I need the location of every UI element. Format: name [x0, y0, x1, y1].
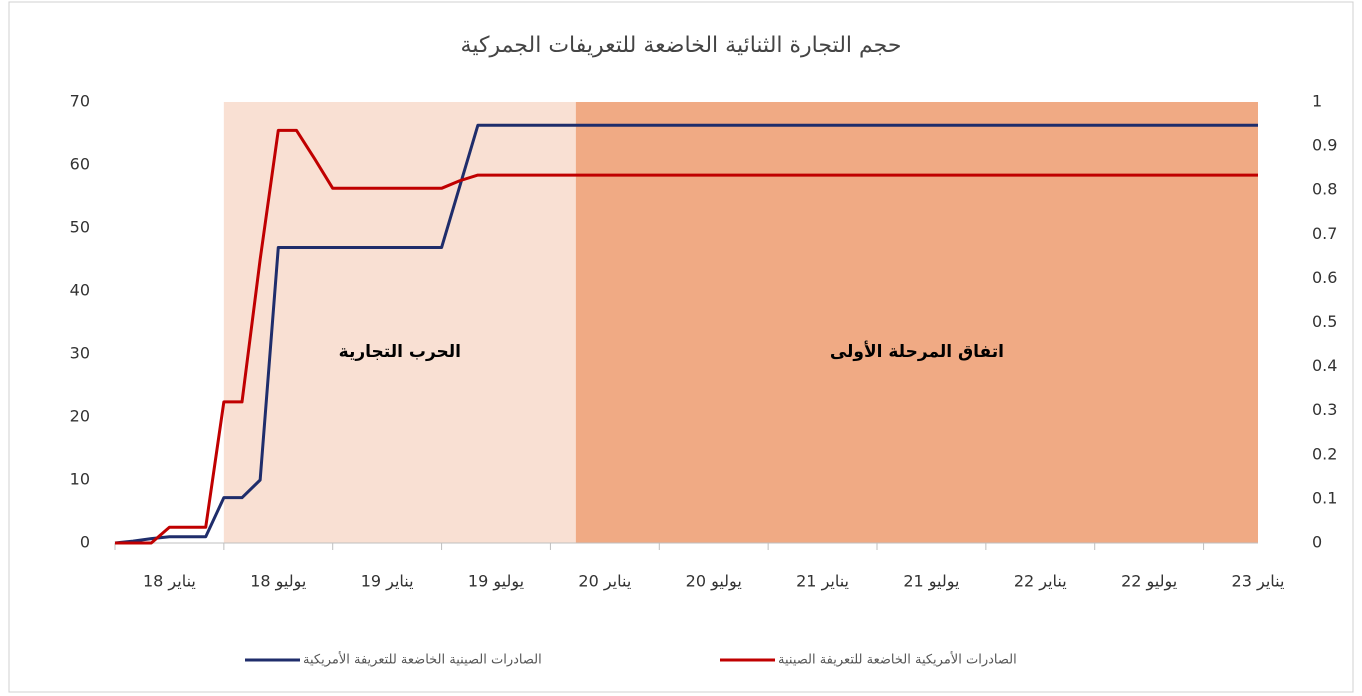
x-tick-label: يناير 21 [796, 572, 849, 592]
y2-tick-label: 0.5 [1312, 312, 1337, 331]
y2-tick-label: 0.3 [1312, 400, 1337, 419]
x-tick-label: يوليو 19 [468, 572, 524, 592]
y2-tick-label: 0.7 [1312, 224, 1337, 243]
x-tick-label: يناير 22 [1014, 572, 1067, 592]
y2-tick-label: 0.9 [1312, 136, 1337, 155]
y-tick-label: 0 [80, 533, 90, 552]
series-line [115, 128, 1258, 545]
y2-tick-label: 0.4 [1312, 356, 1337, 375]
y-tick-label: 50 [70, 218, 90, 237]
chart-title: حجم التجارة الثنائية الخاضعة للتعريفات ا… [461, 33, 902, 58]
x-tick-label: يناير 18 [143, 572, 196, 592]
x-tick-label: يناير 19 [361, 572, 414, 592]
y-tick-label: 70 [70, 92, 90, 111]
x-tick-label: يناير 23 [1232, 572, 1285, 592]
y-tick-label: 20 [70, 407, 90, 426]
series-line [114, 123, 1258, 545]
legend-text: الصادرات الصينية الخاضعة للتعريفة الأمري… [303, 651, 542, 668]
x-tick-label: يوليو 18 [250, 572, 306, 592]
legend-text: الصادرات الأمريكية الخاضعة للتعريفة الصي… [778, 651, 1017, 668]
x-tick-label: يوليو 21 [903, 572, 959, 592]
shaded-region [223, 102, 576, 543]
y-tick-label: 40 [70, 281, 90, 300]
x-tick-label: يوليو 20 [686, 572, 742, 592]
y-tick-label: 30 [70, 344, 90, 363]
y2-tick-label: 1 [1312, 92, 1322, 111]
y2-tick-label: 0.8 [1312, 180, 1337, 199]
y2-tick-label: 0.2 [1312, 444, 1337, 463]
shaded-region [575, 102, 1258, 543]
x-tick-label: يوليو 22 [1121, 572, 1177, 592]
y-tick-label: 60 [70, 155, 90, 174]
region-label: اتفاق المرحلة الأولى [830, 341, 1004, 362]
y2-tick-label: 0.1 [1312, 488, 1337, 507]
region-label: الحرب التجارية [339, 342, 461, 362]
y2-tick-label: 0 [1312, 533, 1322, 552]
x-tick-label: يناير 20 [578, 572, 631, 592]
y-tick-label: 10 [70, 470, 90, 489]
y2-tick-label: 0.6 [1312, 268, 1337, 287]
